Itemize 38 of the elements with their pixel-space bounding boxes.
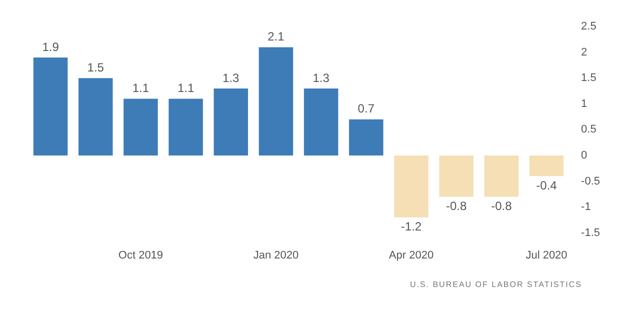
bar: [33, 58, 68, 156]
y-tick-label: 1: [581, 98, 588, 110]
y-tick-label: 1.5: [581, 72, 596, 84]
y-tick-label: -0.5: [581, 175, 600, 188]
y-tick-label: 2.5: [581, 20, 596, 33]
x-tick-label: Apr 2020: [388, 249, 434, 262]
data-label: -1.2: [400, 220, 422, 234]
bar: [168, 98, 203, 156]
data-label: 1.9: [42, 40, 60, 54]
data-label: 0.7: [358, 102, 375, 116]
x-tick-label: Jan 2020: [253, 249, 299, 262]
data-label: 1.3: [222, 70, 240, 85]
bar: [214, 88, 248, 156]
bar: [349, 119, 384, 156]
data-label: 1.5: [87, 60, 104, 74]
data-label: -0.4: [536, 178, 558, 192]
data-label: 1.1: [132, 81, 150, 96]
y-tick-label: -1.5: [581, 226, 600, 239]
bar: [529, 155, 564, 176]
x-tick-label: Oct 2019: [118, 249, 164, 262]
data-label: 2.1: [268, 30, 285, 44]
bar: [304, 88, 338, 156]
bar: [78, 78, 113, 156]
x-tick-label: Jul 2020: [526, 249, 568, 262]
bar: [484, 155, 519, 197]
y-tick-label: 0.5: [581, 124, 596, 136]
y-tick-label: 2: [581, 46, 588, 58]
text: U.S. BUREAU OF LABOR STATISTICS: [408, 280, 582, 289]
bar: [258, 47, 294, 156]
bar: [124, 98, 158, 156]
data-label: -0.8: [446, 199, 467, 214]
data-label: -0.8: [491, 199, 512, 214]
y-tick-label: 0: [581, 150, 588, 162]
data-label: 1.3: [312, 70, 330, 85]
bar: [394, 155, 428, 218]
y-tick-label: -1: [581, 201, 591, 214]
bar: [439, 155, 474, 197]
data-label: 1.1: [177, 81, 194, 96]
